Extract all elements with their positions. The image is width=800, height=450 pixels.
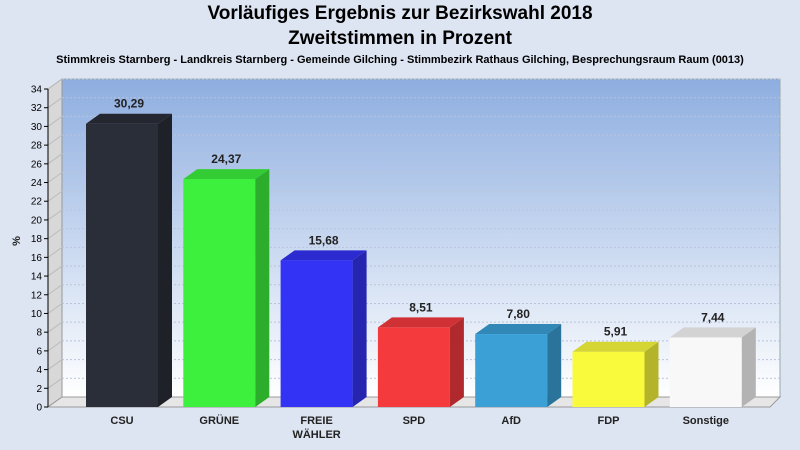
y-tick-label: 20 (31, 215, 43, 226)
data-label: 30,29 (114, 97, 144, 111)
gridline-side (47, 246, 63, 258)
data-label: 7,80 (507, 307, 531, 321)
gridline-side (47, 265, 63, 277)
y-tick-label: 2 (36, 384, 42, 395)
x-tick-label: FDP (598, 415, 620, 427)
y-tick-label: 16 (31, 253, 43, 264)
bar-side (547, 324, 562, 407)
bar-top (669, 327, 756, 338)
data-label: 15,68 (309, 233, 339, 247)
bar-side (644, 341, 659, 407)
y-tick-label: 32 (31, 103, 43, 114)
x-tick-label: AfD (501, 415, 521, 427)
gridline-side (47, 116, 63, 127)
bar (669, 327, 756, 407)
bar-front (475, 334, 548, 407)
x-tick-label: WÄHLER (292, 428, 340, 441)
bar-side (352, 250, 367, 407)
bar (280, 250, 367, 407)
bar-side (255, 169, 270, 407)
x-tick-label: GRÜNE (199, 414, 239, 427)
bar-top (572, 341, 659, 352)
gridline-side (47, 153, 63, 165)
y-tick-label: 30 (31, 122, 43, 133)
gridline-side (47, 190, 63, 202)
plot-side-wall (47, 78, 63, 408)
bar-front (183, 179, 256, 407)
y-tick-label: 8 (36, 328, 42, 339)
bar-front (669, 337, 742, 407)
chart-title: Vorläufiges Ergebnis zur Bezirkswahl 201… (207, 3, 593, 24)
bar (377, 317, 464, 407)
y-tick-label: 18 (31, 234, 43, 245)
y-axis-label: % (11, 236, 23, 246)
bar (475, 324, 562, 407)
y-tick-label: 0 (36, 403, 42, 414)
y-tick-label: 26 (31, 159, 43, 170)
gridline-side (47, 284, 63, 296)
bar (183, 169, 270, 407)
bar (572, 341, 659, 407)
bar-front (86, 123, 158, 408)
bar-top (183, 169, 270, 180)
y-tick-label: 28 (31, 141, 43, 152)
bar-top (475, 324, 562, 335)
bar-front (572, 351, 645, 407)
y-tick-label: 4 (36, 365, 42, 376)
x-tick-label: CSU (110, 415, 133, 427)
gridline-side (47, 321, 63, 333)
bar-side (741, 327, 756, 407)
bar-side (449, 317, 464, 407)
x-tick-label: Sonstige (683, 415, 729, 427)
gridline-side (47, 340, 63, 352)
x-tick-label: SPD (403, 415, 426, 427)
y-tick-label: 34 (31, 85, 43, 96)
bar-side (158, 113, 172, 408)
gridline-side (47, 303, 63, 314)
y-tick-label: 12 (31, 290, 43, 301)
gridline-side (47, 228, 63, 240)
data-label: 7,44 (701, 310, 725, 324)
bar-front (280, 260, 353, 407)
x-tick-label: FREIE (300, 415, 332, 427)
bar-top (280, 250, 367, 261)
gridline-side (47, 172, 63, 183)
y-tick-label: 6 (36, 346, 42, 357)
y-tick-label: 22 (31, 197, 43, 208)
data-label: 8,51 (409, 300, 433, 314)
y-tick-label: 10 (31, 309, 43, 320)
bar-top (377, 317, 464, 328)
gridline-side (47, 359, 63, 370)
bar-top (86, 113, 172, 124)
bar (86, 113, 172, 408)
gridline-side (47, 377, 63, 389)
chart-caption: Stimmkreis Starnberg - Landkreis Starnbe… (56, 54, 744, 66)
gridline-side (47, 97, 63, 109)
gridline-side (47, 134, 63, 146)
bar-front (377, 327, 450, 407)
gridline-side (47, 78, 63, 90)
gridline-side (47, 209, 63, 221)
data-label: 24,37 (211, 152, 241, 166)
y-tick-label: 14 (31, 272, 43, 283)
y-tick-label: 24 (31, 178, 43, 189)
data-label: 5,91 (604, 325, 628, 339)
chart-subtitle: Zweitstimmen in Prozent (288, 28, 512, 49)
